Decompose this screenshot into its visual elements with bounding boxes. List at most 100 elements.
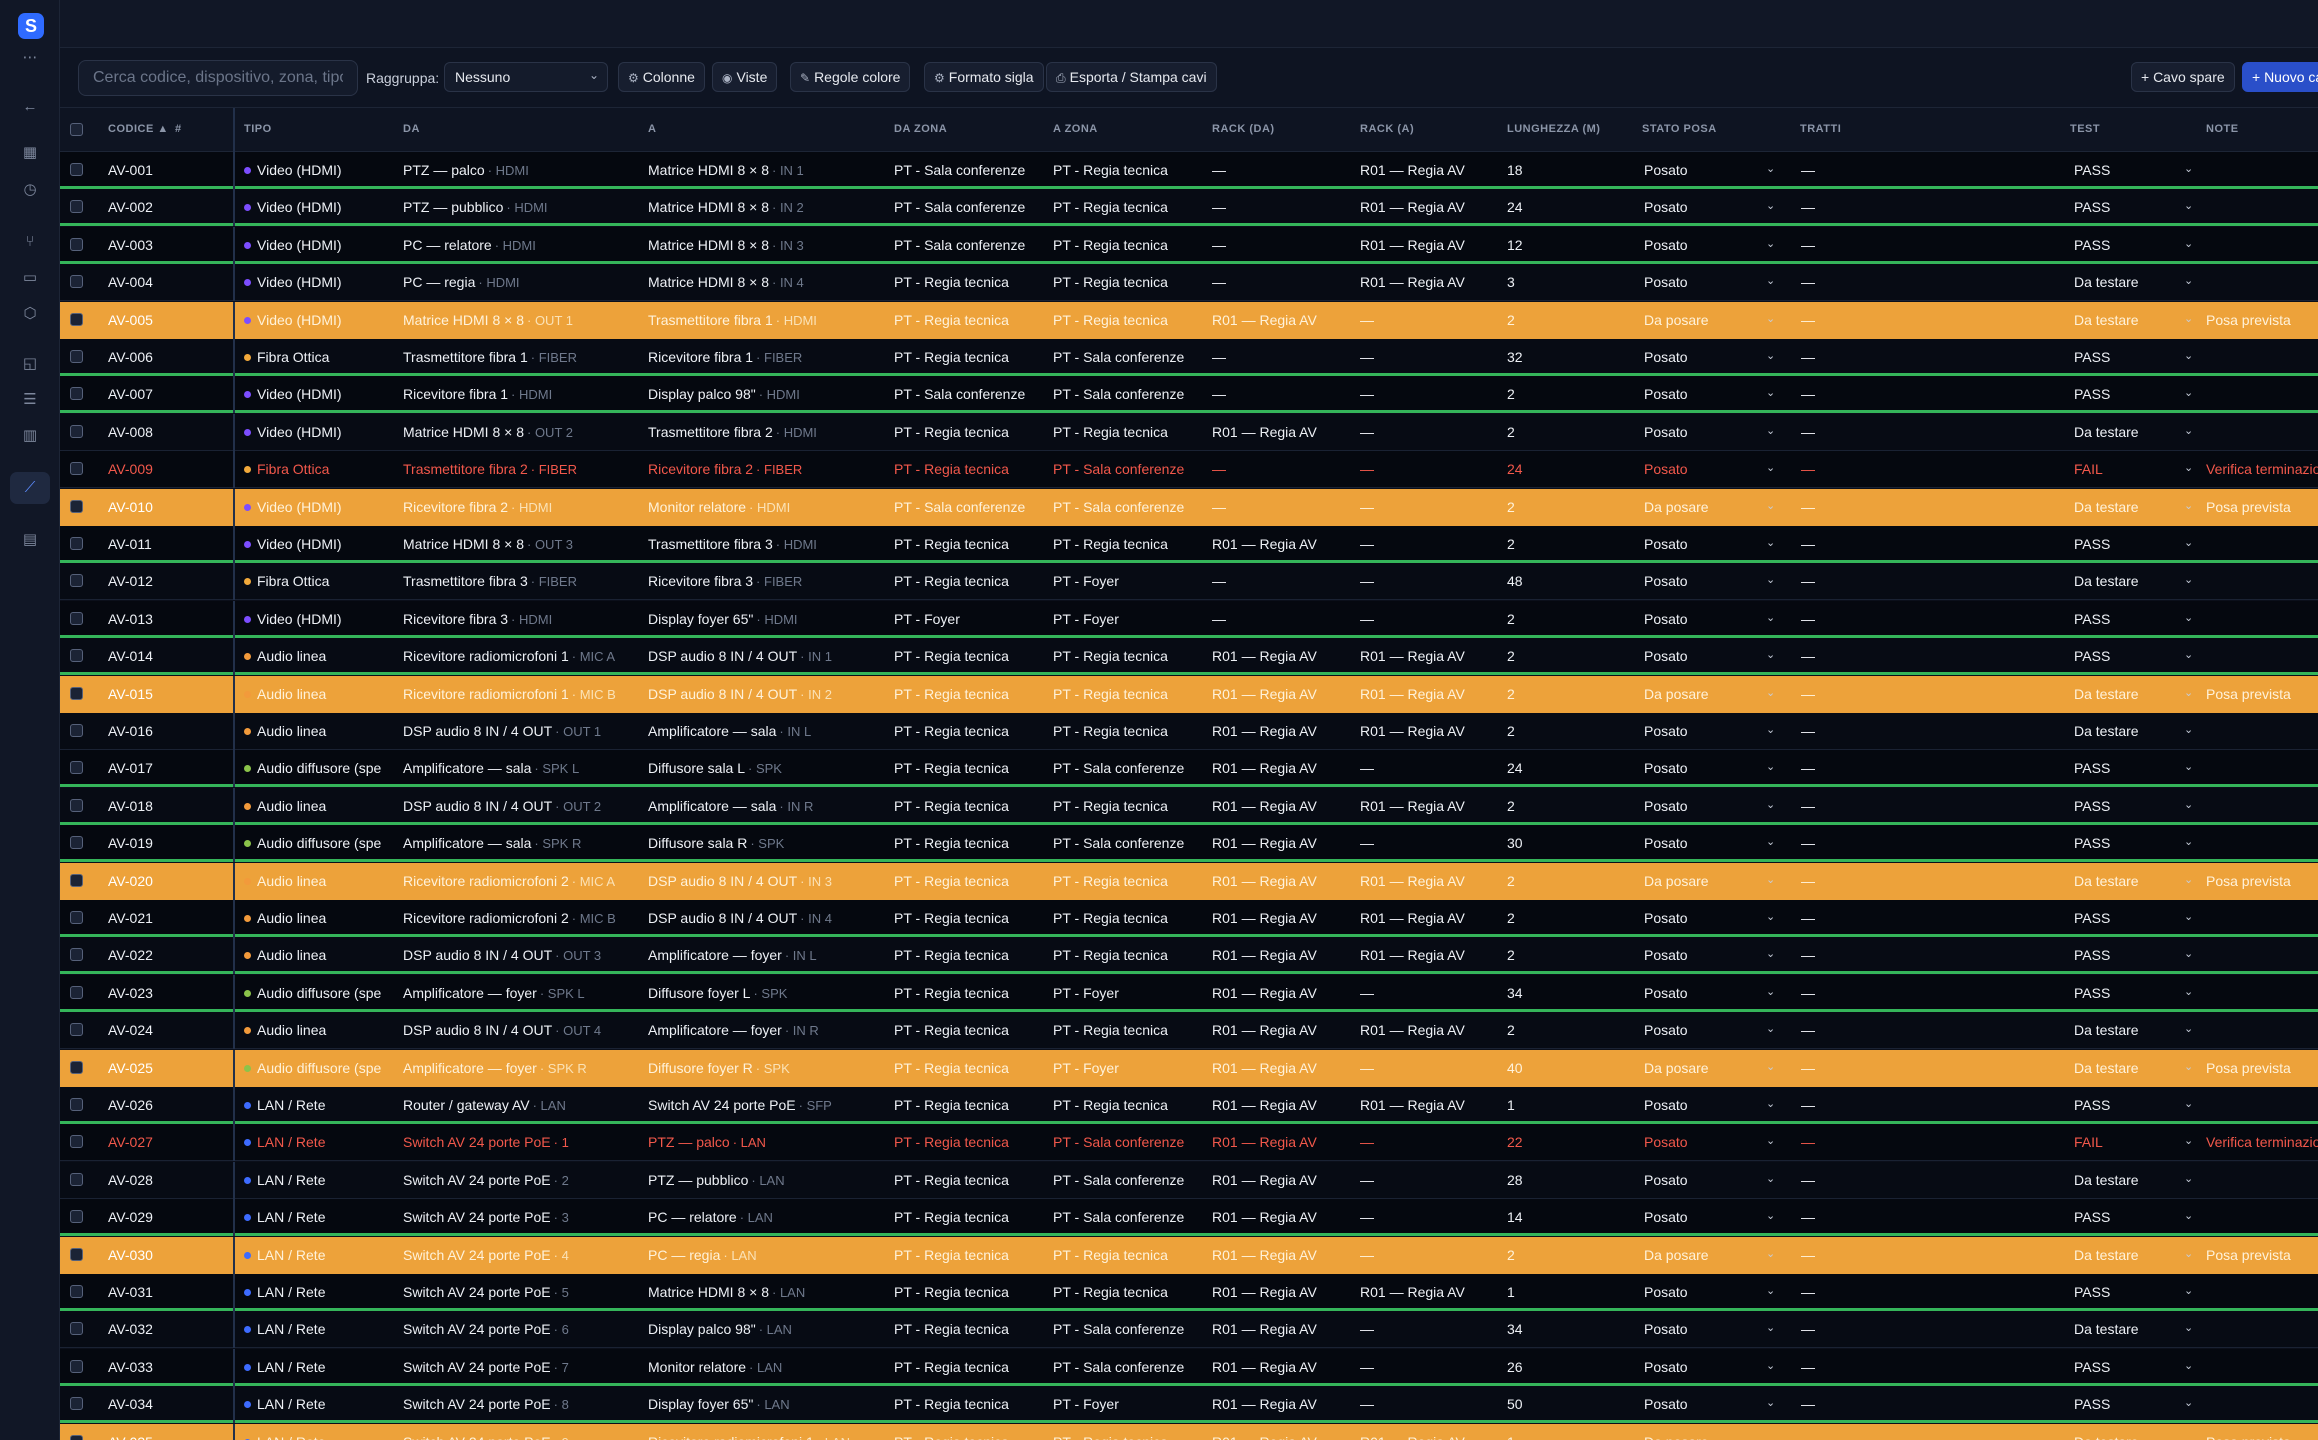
cell-code[interactable]: AV-014 — [108, 648, 153, 665]
table-row[interactable]: AV-026 LAN / Rete Router / gateway AV · LAN… — [60, 1087, 2318, 1124]
row-checkbox[interactable] — [70, 1060, 83, 1074]
test-select[interactable]: Da testare ⌄ — [2074, 274, 2206, 290]
cell-code[interactable]: AV-017 — [108, 760, 153, 777]
test-select[interactable]: FAIL ⌄ — [2074, 1134, 2206, 1150]
cell-length[interactable]: 2 — [1507, 910, 1515, 926]
cell-code[interactable]: AV-029 — [108, 1209, 153, 1226]
col-to[interactable]: A — [648, 123, 657, 135]
cell-code[interactable]: AV-012 — [108, 573, 153, 590]
cell-code[interactable]: AV-030 — [108, 1246, 153, 1263]
status-select[interactable]: Posato ⌄ — [1644, 349, 1784, 365]
cell-code[interactable]: AV-010 — [108, 498, 153, 515]
cell-code[interactable]: AV-023 — [108, 984, 153, 1001]
cell-length[interactable]: 2 — [1507, 872, 1515, 889]
status-select[interactable]: Posato ⌄ — [1644, 760, 1784, 776]
cell-code[interactable]: AV-004 — [108, 274, 153, 291]
cell-notes[interactable]: Verifica terminazio — [2206, 1134, 2318, 1151]
cell-code[interactable]: AV-008 — [108, 423, 153, 440]
cell-length[interactable]: 24 — [1507, 199, 1523, 216]
row-checkbox[interactable] — [70, 350, 83, 363]
col-from-zone[interactable]: DA ZONA — [894, 123, 948, 135]
cell-code[interactable]: AV-028 — [108, 1171, 153, 1188]
table-row[interactable]: AV-003 Video (HDMI) PC — relatore · HDMI Mat… — [60, 226, 2318, 264]
table-row[interactable]: AV-033 LAN / Rete Switch AV 24 porte PoE · … — [60, 1348, 2318, 1386]
table-row[interactable]: AV-013 Video (HDMI) Ricevitore fibra 3 · HD… — [60, 600, 2318, 638]
table-row[interactable]: AV-020 Audio linea Ricevitore radiomicrofo… — [60, 862, 2318, 900]
status-select[interactable]: Posato ⌄ — [1644, 1359, 1784, 1375]
table-row[interactable]: AV-030 LAN / Rete Switch AV 24 porte PoE · … — [60, 1236, 2318, 1274]
row-checkbox[interactable] — [70, 1247, 83, 1261]
row-checkbox[interactable] — [70, 387, 83, 401]
table-row[interactable]: AV-034 LAN / Rete Switch AV 24 porte PoE · … — [60, 1386, 2318, 1424]
test-select[interactable]: PASS ⌄ — [2074, 1097, 2206, 1113]
row-checkbox[interactable] — [70, 1322, 83, 1336]
row-checkbox[interactable] — [70, 724, 83, 737]
history-icon[interactable]: ◷ — [23, 181, 37, 198]
cell-code[interactable]: AV-002 — [108, 199, 153, 216]
cell-code[interactable]: AV-027 — [108, 1134, 153, 1151]
table-row[interactable]: AV-029 LAN / Rete Switch AV 24 porte PoE · … — [60, 1199, 2318, 1237]
table-row[interactable]: AV-031 LAN / Rete Switch AV 24 porte PoE · … — [60, 1274, 2318, 1311]
col-from[interactable]: DA — [403, 123, 420, 135]
col-notes[interactable]: NOTE — [2206, 123, 2239, 135]
status-select[interactable]: Posato ⌄ — [1644, 985, 1784, 1001]
cell-notes[interactable]: Posa prevista — [2206, 1434, 2318, 1440]
status-select[interactable]: Posato ⌄ — [1644, 1134, 1784, 1150]
cell-code[interactable]: AV-035 — [108, 1434, 153, 1440]
cell-length[interactable]: 2 — [1507, 1022, 1515, 1039]
row-checkbox[interactable] — [70, 836, 83, 850]
cell-length[interactable]: 2 — [1507, 723, 1515, 739]
test-select[interactable]: PASS ⌄ — [2074, 611, 2206, 627]
row-checkbox[interactable] — [70, 911, 83, 924]
cell-length[interactable]: 24 — [1507, 461, 1523, 478]
table-row[interactable]: AV-001 Video (HDMI) PTZ — palco · HDMI Matri… — [60, 152, 2318, 189]
test-select[interactable]: Da testare ⌄ — [2074, 312, 2206, 328]
status-select[interactable]: Da posare ⌄ — [1644, 1060, 1784, 1076]
row-checkbox[interactable] — [70, 761, 83, 775]
cell-length[interactable]: 50 — [1507, 1396, 1523, 1413]
test-select[interactable]: PASS ⌄ — [2074, 386, 2206, 402]
table-row[interactable]: AV-028 LAN / Rete Switch AV 24 porte PoE · … — [60, 1161, 2318, 1199]
col-status[interactable]: STATO POSA — [1642, 123, 1717, 135]
row-checkbox[interactable] — [70, 1397, 83, 1411]
status-select[interactable]: Posato ⌄ — [1644, 162, 1784, 178]
cell-length[interactable]: 24 — [1507, 760, 1523, 777]
new-cable-button[interactable]: + Nuovo ca — [2242, 62, 2318, 92]
table-row[interactable]: AV-016 Audio linea DSP audio 8 IN / 4 OUT ·… — [60, 713, 2318, 750]
row-checkbox[interactable] — [70, 574, 83, 588]
status-select[interactable]: Posato ⌄ — [1644, 1321, 1784, 1337]
status-select[interactable]: Posato ⌄ — [1644, 1097, 1784, 1113]
row-checkbox[interactable] — [70, 424, 83, 438]
floorplan-icon[interactable]: ◱ — [22, 355, 38, 372]
table-row[interactable]: AV-014 Audio linea Ricevitore radiomicrofo… — [60, 638, 2318, 676]
color-rules-button[interactable]: ✎ Regole colore — [790, 62, 911, 92]
test-select[interactable]: PASS ⌄ — [2074, 1284, 2206, 1300]
test-select[interactable]: PASS ⌄ — [2074, 798, 2206, 814]
cell-length[interactable]: 22 — [1507, 1134, 1523, 1151]
topology-icon[interactable]: ⑂ — [25, 233, 35, 250]
cell-notes[interactable]: Posa prevista — [2206, 1246, 2291, 1263]
row-checkbox[interactable] — [70, 1023, 83, 1037]
table-row[interactable]: AV-019 Audio diffusore (spe Amplificatore … — [60, 825, 2318, 863]
status-select[interactable]: Posato ⌄ — [1644, 1209, 1784, 1225]
cell-code[interactable]: AV-001 — [108, 162, 153, 178]
cell-code[interactable]: AV-019 — [108, 835, 153, 852]
cell-code[interactable]: AV-018 — [108, 797, 153, 814]
cell-code[interactable]: AV-026 — [108, 1097, 153, 1113]
search-input[interactable] — [78, 60, 358, 96]
cell-length[interactable]: 30 — [1507, 835, 1523, 852]
row-checkbox[interactable] — [70, 200, 83, 214]
test-select[interactable]: Da testare ⌄ — [2074, 1172, 2206, 1188]
cell-length[interactable]: 1 — [1507, 1434, 1515, 1440]
test-select[interactable]: Da testare ⌄ — [2074, 1434, 2206, 1440]
table-row[interactable]: AV-002 Video (HDMI) PTZ — pubblico · HDMI Ma… — [60, 189, 2318, 227]
cell-notes[interactable]: Posa prevista — [2206, 498, 2291, 515]
cell-code[interactable]: AV-020 — [108, 872, 153, 889]
table-row[interactable]: AV-005 Video (HDMI) Matrice HDMI 8 × 8 · OU… — [60, 301, 2318, 339]
test-select[interactable]: PASS ⌄ — [2074, 910, 2206, 926]
status-select[interactable]: Posato ⌄ — [1644, 536, 1784, 552]
cell-length[interactable]: 2 — [1507, 648, 1515, 665]
test-select[interactable]: PASS ⌄ — [2074, 162, 2206, 178]
status-select[interactable]: Posato ⌄ — [1644, 1172, 1784, 1188]
cell-code[interactable]: AV-006 — [108, 349, 153, 365]
